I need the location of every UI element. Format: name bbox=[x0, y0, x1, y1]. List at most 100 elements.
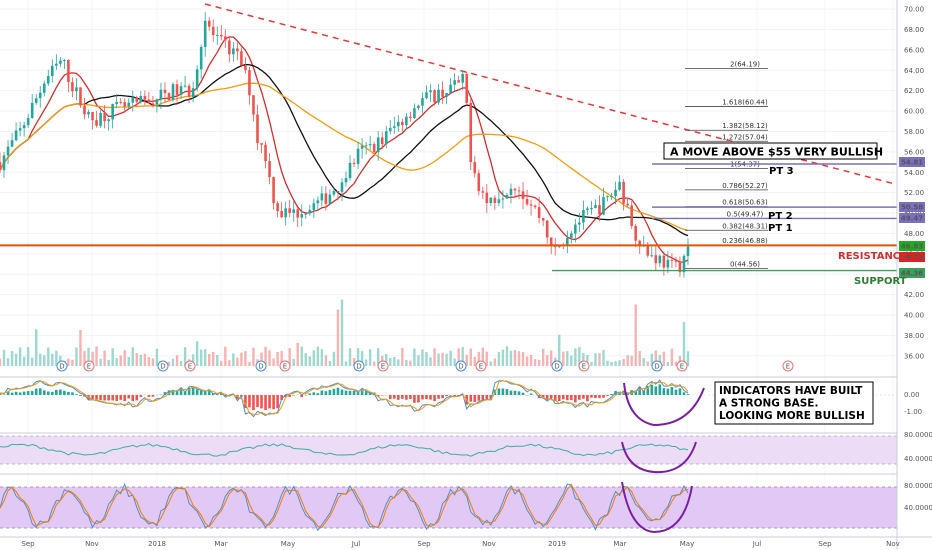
macd-histogram-bar bbox=[248, 395, 251, 408]
price-marker-background bbox=[899, 202, 925, 212]
time-axis-tick: Mar bbox=[214, 540, 227, 548]
price-marker-background bbox=[899, 241, 925, 251]
candle-body bbox=[549, 237, 553, 245]
candle-body bbox=[67, 59, 70, 83]
volume-bar bbox=[119, 355, 122, 366]
macd-histogram-bar bbox=[207, 390, 211, 395]
candle-body bbox=[372, 144, 376, 153]
earnings-marker: E bbox=[676, 360, 688, 372]
candle-body bbox=[646, 245, 650, 256]
volume-bar bbox=[344, 361, 348, 366]
macd-histogram-bar bbox=[529, 393, 533, 395]
candle-body bbox=[248, 70, 251, 96]
candle-body bbox=[505, 194, 509, 199]
base-curve-macd bbox=[623, 382, 705, 427]
macd-histogram-bar bbox=[666, 388, 670, 395]
candle-body bbox=[356, 148, 360, 164]
volume-bar bbox=[216, 354, 219, 366]
candle-body bbox=[179, 86, 183, 95]
volume-bar bbox=[570, 355, 573, 366]
macd-histogram-bar bbox=[256, 395, 259, 408]
candle-body bbox=[352, 162, 356, 164]
candle-body bbox=[674, 260, 678, 262]
candle-body bbox=[14, 130, 18, 141]
price-marker-tag: 50.58 bbox=[899, 202, 925, 212]
volume-bar bbox=[437, 353, 440, 366]
fib-level-label: 1.272(57.04) bbox=[722, 133, 768, 141]
macd-histogram-bar bbox=[179, 387, 183, 395]
candle-body bbox=[598, 205, 601, 215]
candle-body bbox=[634, 225, 637, 241]
macd-histogram-bar bbox=[18, 392, 22, 395]
price-marker-tag: 46.83 bbox=[899, 241, 925, 251]
price-marker-background bbox=[899, 252, 925, 262]
volume-bar bbox=[634, 304, 637, 366]
macd-axis-tick: -1.00 bbox=[904, 408, 922, 416]
volume-bar bbox=[43, 355, 46, 366]
candle-body bbox=[256, 114, 259, 144]
volume-bar bbox=[545, 355, 549, 366]
macd-histogram-bar bbox=[280, 395, 283, 401]
time-axis-tick: 2019 bbox=[548, 540, 566, 548]
candle-body bbox=[449, 84, 452, 94]
macd-histogram-bar bbox=[441, 395, 444, 399]
candle-body bbox=[401, 121, 404, 126]
volume-bar bbox=[670, 348, 674, 366]
macd-histogram-bar bbox=[284, 395, 287, 398]
macd-histogram-bar bbox=[272, 395, 275, 410]
candle-body bbox=[111, 103, 114, 120]
candle-body bbox=[340, 182, 344, 192]
volume-bar bbox=[143, 353, 147, 366]
support-label: SUPPORT bbox=[854, 276, 907, 287]
candle-body bbox=[678, 261, 682, 273]
candle-body bbox=[63, 59, 66, 61]
volume-bar bbox=[91, 351, 94, 366]
stochastic-d-line bbox=[0, 483, 689, 528]
volume-bar bbox=[642, 358, 645, 366]
macd-histogram-bar bbox=[59, 389, 62, 395]
earnings-marker: E bbox=[578, 360, 590, 372]
volume-bar bbox=[650, 353, 653, 366]
price-axis-tick: 38.00 bbox=[904, 332, 924, 340]
candle-body bbox=[18, 128, 22, 131]
earnings-marker: E bbox=[279, 360, 291, 372]
volume-bar bbox=[658, 354, 662, 366]
macd-histogram-bar bbox=[453, 395, 456, 397]
volume-bar bbox=[521, 352, 525, 366]
candle-body bbox=[203, 20, 207, 47]
volume-bar bbox=[360, 350, 364, 366]
candle-body bbox=[244, 65, 247, 71]
rsi-axis-tick: 40.0000 bbox=[904, 455, 932, 463]
macd-histogram-bar bbox=[388, 395, 392, 400]
candle-body bbox=[252, 95, 255, 115]
price-axis-tick: 56.00 bbox=[904, 148, 924, 156]
volume-bar bbox=[99, 358, 102, 366]
fib-level-label: 0.236(46.88) bbox=[722, 237, 768, 245]
candle-body bbox=[469, 102, 473, 163]
candle-body bbox=[380, 137, 384, 145]
stochastic-axis-tick: 40.0000 bbox=[904, 504, 932, 512]
candle-body bbox=[421, 98, 424, 106]
candle-body bbox=[610, 196, 613, 198]
volume-bar bbox=[67, 358, 70, 366]
price-axis-tick: 62.00 bbox=[904, 87, 924, 95]
price-marker-tag: 54.81 bbox=[899, 157, 925, 167]
candle-body bbox=[320, 193, 324, 201]
candle-body bbox=[565, 237, 569, 246]
macd-histogram-bar bbox=[662, 388, 666, 395]
volume-bar bbox=[232, 353, 235, 366]
macd-histogram-bar bbox=[187, 387, 191, 395]
price-marker-label: 54.81 bbox=[901, 159, 923, 167]
volume-bar bbox=[155, 348, 159, 366]
macd-histogram-bar bbox=[473, 395, 477, 402]
candle-body bbox=[670, 259, 674, 261]
macd-histogram-bar bbox=[630, 390, 633, 395]
volume-bar bbox=[682, 321, 686, 366]
candle-body bbox=[276, 203, 279, 212]
macd-histogram-bar bbox=[191, 387, 195, 395]
macd-histogram-bar bbox=[610, 393, 613, 395]
macd-histogram-bar bbox=[505, 389, 509, 395]
candle-body bbox=[602, 197, 605, 215]
macd-histogram-bar bbox=[203, 391, 207, 395]
macd-histogram-bar bbox=[352, 390, 356, 395]
